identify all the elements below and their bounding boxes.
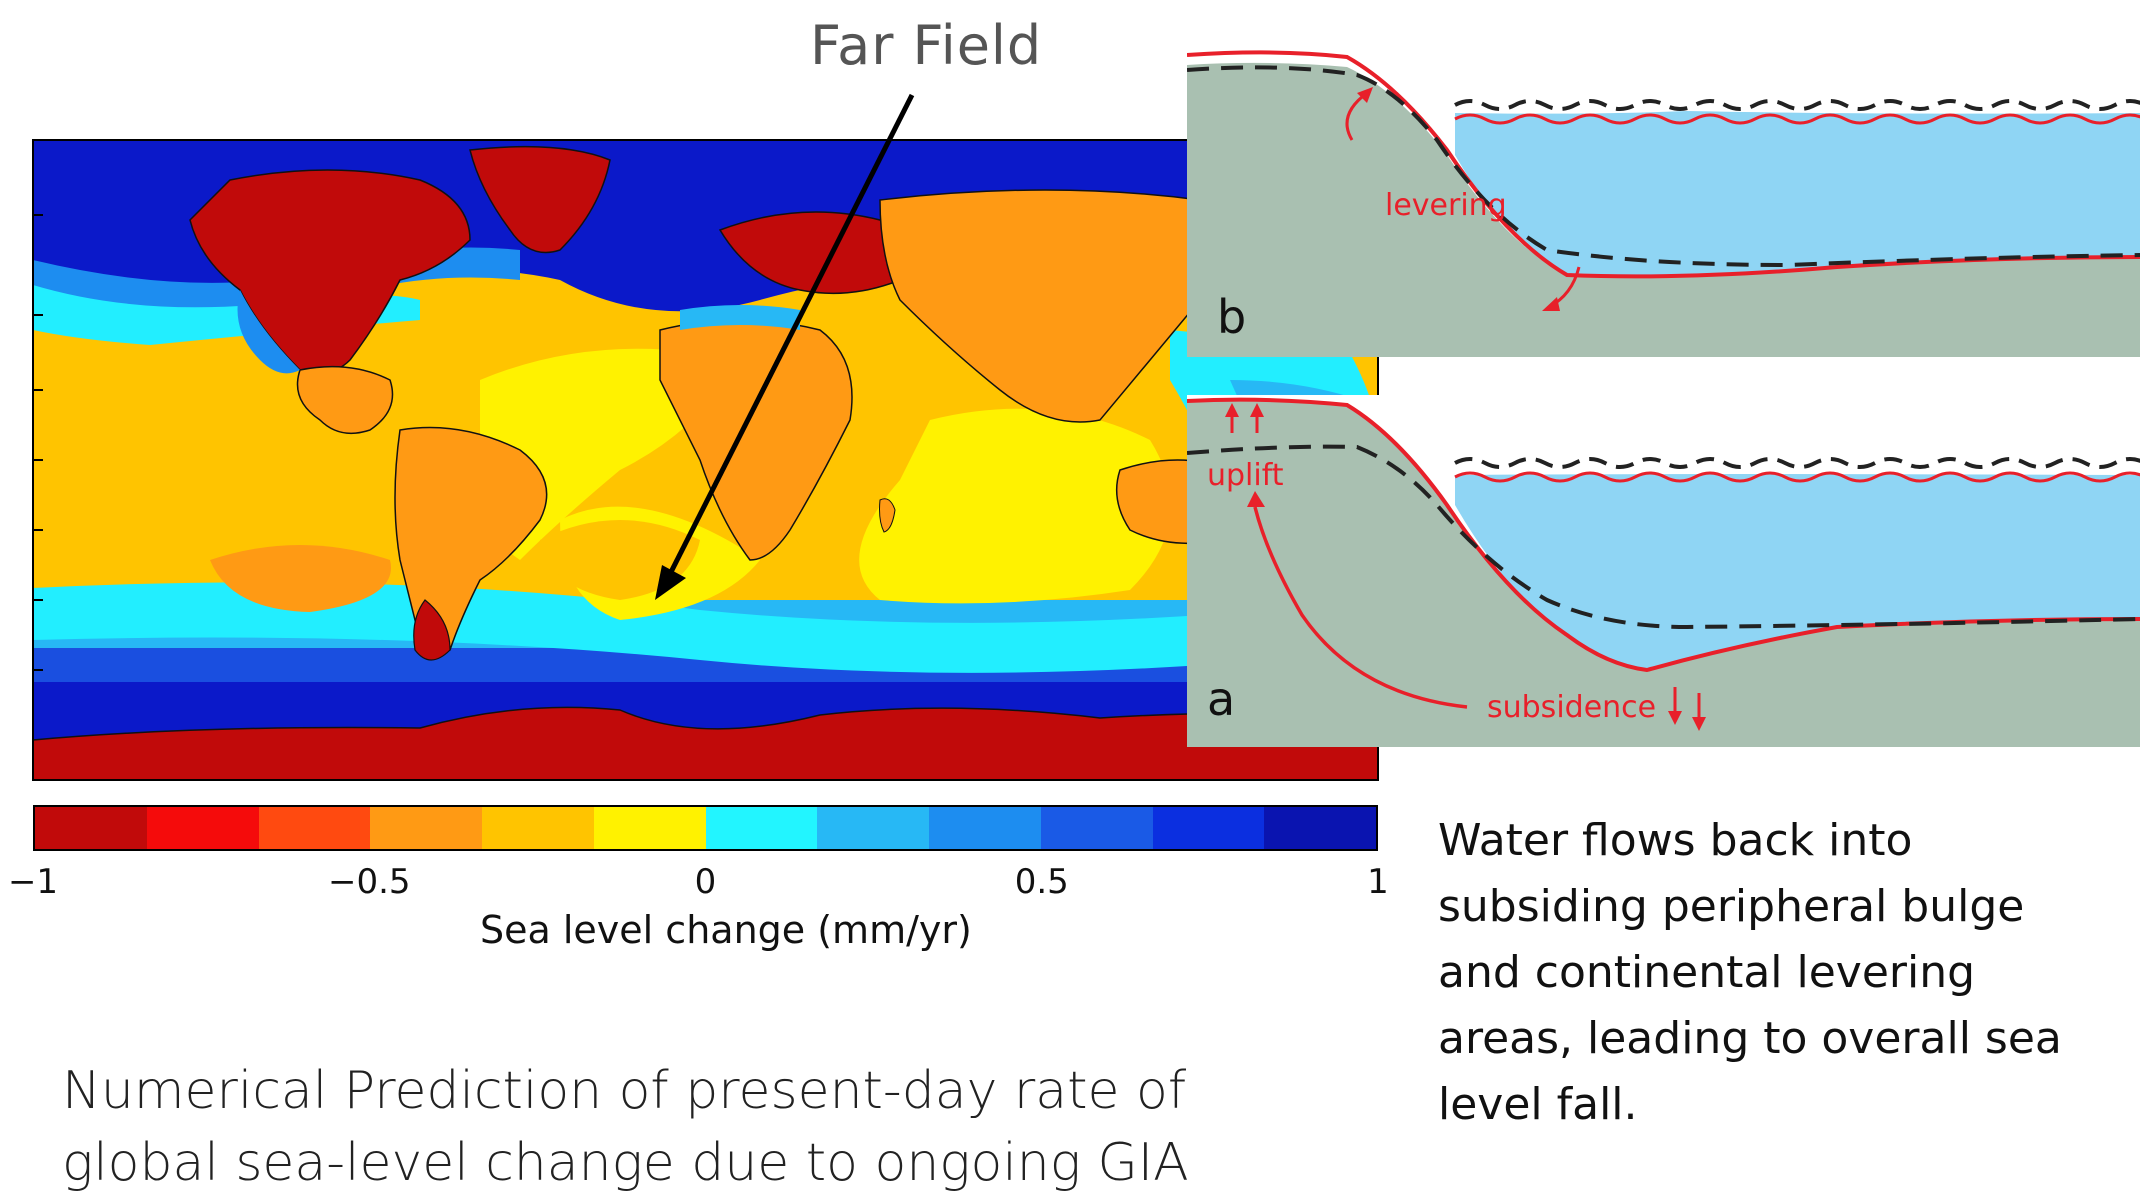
panel-b-water [1455,111,2140,277]
panel-b-sea-dashed [1454,99,2140,111]
colorbar [33,805,1378,851]
caption-left: Numerical Prediction of present-day rate… [62,1055,1212,1199]
colorbar-segment [1152,807,1265,849]
panel-a-land [1187,399,2140,747]
caption-right-line: level fall. [1438,1079,1638,1130]
panel-a-sea-red [1454,471,2140,483]
panel-b-sea-red [1454,113,2140,125]
colorbar-segment [35,807,147,849]
panel-b-surface-line [1187,50,2140,279]
greenland [469,145,611,254]
caption-right: Water flows back into subsiding peripher… [1438,808,2078,1138]
caption-right-line: and continental levering [1438,947,1976,998]
colorbar-tick-label: 0 [694,862,717,902]
south-america [394,426,548,655]
caption-left-line2: global sea-level change due to ongoing G… [62,1133,1189,1193]
panel-a-subsidence-label: subsidence [1487,690,1656,725]
north-america-south [296,365,394,435]
colorbar-segment [258,807,371,849]
colorbar-tick-label: 1 [1367,862,1389,902]
africa [659,319,853,561]
caption-left-line1: Numerical Prediction of present-day rate… [62,1061,1187,1121]
caption-right-line: areas, leading to overall sea [1438,1013,2062,1064]
patagonia [413,599,451,661]
panel-b-land [1187,62,2140,357]
caption-right-line: subsiding peripheral bulge [1438,881,2025,932]
colorbar-segment [1264,807,1376,849]
asia [879,189,1226,423]
far-field-arrow [655,93,915,600]
map-field [33,140,1378,780]
north-america-north [189,169,471,375]
panel-a-original-line [1187,444,2140,630]
southern-cyan-band [33,582,1378,673]
colorbar-segment [817,807,929,849]
indian-ocean-yellow [859,408,1171,604]
colorbar-tick-label: 0.5 [1014,862,1069,902]
panel-b-levering-label: levering [1385,188,1507,223]
far-field-label: Far Field [810,14,1043,77]
panel-a-subsidence-arrows [1673,687,1701,719]
colorbar-segment [593,807,706,849]
antarctica [33,706,1378,780]
panel-a-letter: a [1207,672,1235,726]
colorbar-segment [1040,807,1153,849]
colorbar-segment [705,807,818,849]
mediterranean [680,305,800,330]
map-left-ticks [33,214,43,671]
panel-a-uplift-label: uplift [1207,458,1284,493]
panel-b-original-line [1187,65,2140,268]
pacific-orange-patch [210,545,391,612]
colorbar-tick-label: −0.5 [327,862,411,902]
colorbar-segment [370,807,482,849]
panel-b-letter: b [1217,290,1246,344]
colorbar-segment [929,807,1041,849]
panel-a-diagram: uplift subsidence a [1187,395,2140,747]
colorbar-segment [482,807,594,849]
madagascar [879,498,896,533]
colorbar-tick-label: −1 [7,862,59,902]
panel-a-flow-arrow [1253,506,1468,709]
panel-b-diagram: levering b [1187,45,2140,357]
caption-right-line: Water flows back into [1438,815,1913,866]
colorbar-segment [146,807,259,849]
colorbar-title: Sea level change (mm/yr) [480,908,972,952]
na-west-coast-blue [237,290,300,374]
panel-a-sea-dashed [1454,457,2140,469]
